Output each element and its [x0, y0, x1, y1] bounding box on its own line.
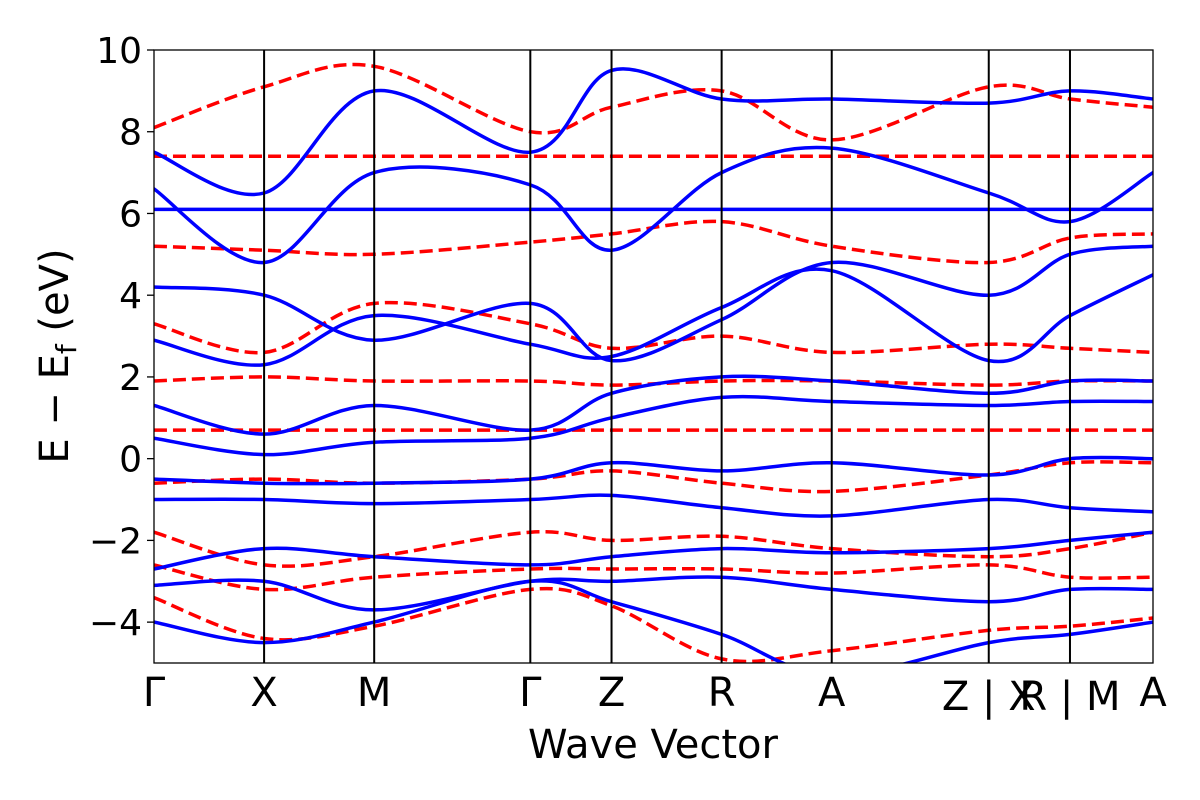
kpoint-label: Z | X [942, 674, 1036, 720]
band-line-solid-6 [154, 244, 1153, 363]
series-solid [154, 67, 1153, 663]
y-ticks: −4 −2 0 2 4 6 8 10 [89, 31, 154, 644]
band-line-solid-3 [154, 394, 1153, 457]
axes-frame [153, 49, 1154, 664]
y-tick-label: 4 [119, 276, 142, 317]
kpoint-label: Z [598, 670, 625, 716]
y-axis-title-main: E − E [32, 354, 78, 464]
kpoint-label: A [818, 670, 846, 716]
kpoint-label: R | M [1019, 674, 1120, 720]
kpoint-label: X [250, 670, 277, 716]
band-line-solid-9 [154, 530, 1153, 571]
y-axis-title-group: E − Ef (eV) [32, 248, 83, 463]
kpoint-label: A [1139, 670, 1167, 716]
band-line-solid-7 [154, 145, 1153, 265]
kpoint-label: Γ [519, 670, 542, 716]
kpoint-label: M [357, 670, 392, 716]
band-line-solid-10 [154, 575, 1153, 612]
band-line-solid-8 [154, 67, 1153, 197]
band-line-solid-2 [154, 455, 1153, 486]
y-tick-label: 10 [96, 31, 142, 72]
x-axis-title: Wave Vector [528, 722, 779, 768]
band-line-dashed-8 [154, 563, 1153, 592]
y-tick-label: 2 [119, 358, 142, 399]
band-line-solid-11 [154, 579, 1153, 663]
y-axis-title-unit: (eV) [32, 248, 78, 344]
y-tick-label: 6 [119, 194, 142, 235]
y-tick-label: 8 [119, 113, 142, 154]
band-line-dashed-4 [154, 300, 1153, 355]
bands-layer [154, 62, 1153, 663]
y-axis-title-sub: f [50, 343, 83, 354]
kpoint-label: R [708, 670, 736, 716]
kpoint-label: Γ [143, 670, 166, 716]
band-line-solid-5 [154, 267, 1153, 367]
band-line-solid-4 [154, 374, 1153, 436]
y-tick-label: 0 [119, 440, 142, 481]
kpath-lines [263, 50, 1071, 663]
y-tick-label: −4 [89, 603, 142, 644]
y-axis-title: E − Ef (eV) [32, 248, 83, 463]
band-line-dashed-5 [154, 219, 1153, 265]
y-tick-label: −2 [89, 521, 142, 562]
band-line-dashed-3 [154, 460, 1153, 494]
band-line-solid-1 [154, 493, 1153, 518]
band-line-dashed-6 [154, 62, 1153, 142]
band-line-dashed-7 [154, 530, 1153, 568]
x-tick-labels: Γ X M Γ Z R A Z | XR | M A [143, 670, 1167, 720]
